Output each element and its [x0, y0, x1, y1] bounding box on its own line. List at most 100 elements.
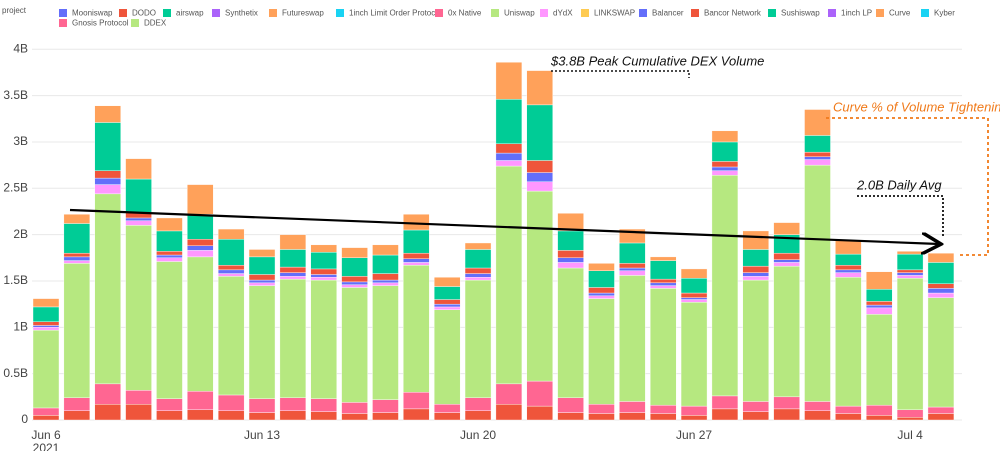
- bar-segment: [125, 225, 152, 391]
- legend-swatch[interactable]: [581, 9, 589, 17]
- legend-swatch[interactable]: [435, 9, 443, 17]
- bar-segment: [526, 70, 553, 106]
- legend-label[interactable]: LINKSWAP: [594, 9, 635, 18]
- bar-segment: [403, 258, 430, 263]
- bar-segment: [711, 166, 739, 171]
- legend-swatch[interactable]: [163, 9, 171, 17]
- bar-segment: [310, 277, 337, 281]
- bar-segment: [156, 410, 183, 421]
- bar-segment: [680, 299, 708, 303]
- legend-swatch[interactable]: [768, 9, 776, 17]
- bar-segment: [773, 222, 800, 235]
- legend-swatch[interactable]: [269, 9, 277, 17]
- bar-segment: [372, 279, 399, 284]
- legend-label[interactable]: Sushiswap: [781, 9, 820, 18]
- legend-label[interactable]: airswap: [176, 9, 204, 18]
- bar-segment: [63, 410, 91, 421]
- legend-swatch[interactable]: [119, 9, 127, 17]
- bar-segment: [217, 276, 245, 396]
- legend-label[interactable]: 1inch Limit Order Protocol: [349, 9, 442, 18]
- bar-segment: [896, 251, 924, 255]
- bar-segment: [526, 104, 553, 161]
- bar-segment: [526, 172, 553, 183]
- bar-segment: [495, 62, 523, 100]
- legend-label[interactable]: 1inch LP: [841, 9, 872, 18]
- legend-label[interactable]: Balancer: [652, 9, 684, 18]
- bar-segment: [341, 287, 368, 403]
- legend-swatch[interactable]: [59, 9, 67, 17]
- legend-label[interactable]: Mooniswap: [72, 9, 113, 18]
- bar-segment: [310, 244, 337, 253]
- legend-swatch[interactable]: [691, 9, 699, 17]
- bar-segment: [619, 270, 646, 276]
- bar-segment: [927, 413, 955, 421]
- legend-label[interactable]: Curve: [889, 9, 911, 18]
- bar-segment: [125, 158, 152, 180]
- legend-label[interactable]: DODO: [132, 9, 156, 18]
- legend-swatch[interactable]: [212, 9, 220, 17]
- bar-segment: [495, 383, 523, 405]
- bar-segment: [217, 269, 245, 274]
- bar-segment: [588, 298, 615, 405]
- bar-segment: [217, 239, 245, 266]
- bar-segment: [279, 410, 307, 421]
- bar-segment: [619, 263, 646, 269]
- bar-segment: [248, 256, 276, 275]
- legend-label[interactable]: 0x Native: [448, 9, 482, 18]
- legend-label[interactable]: Synthetix: [225, 9, 258, 18]
- x-tick-label: Jun 27: [676, 428, 712, 442]
- bar-segment: [804, 410, 831, 421]
- bar-segment: [588, 292, 615, 297]
- bar-segment: [866, 271, 893, 290]
- bar-segment: [619, 267, 646, 271]
- bar-segment: [711, 161, 739, 168]
- bar-segment: [248, 249, 276, 258]
- bar-segment: [279, 278, 307, 398]
- legend-swatch[interactable]: [491, 9, 499, 17]
- bar-segment: [156, 261, 183, 399]
- legend-swatch[interactable]: [131, 19, 139, 27]
- legend-swatch[interactable]: [921, 9, 929, 17]
- bar-segment: [588, 270, 615, 288]
- legend-label[interactable]: Gnosis Protocol: [72, 19, 129, 28]
- y-tick-label: 2.5B: [3, 180, 28, 194]
- bar-segment: [896, 275, 924, 279]
- legend-swatch[interactable]: [828, 9, 836, 17]
- bar-segment: [433, 412, 461, 421]
- bar-segment: [156, 217, 183, 232]
- bar-segment: [835, 253, 862, 266]
- bar-segment: [742, 411, 769, 421]
- legend-swatch[interactable]: [540, 9, 548, 17]
- bar-segment: [248, 282, 276, 286]
- avg-leader: [857, 195, 944, 236]
- bar-segment: [279, 234, 307, 250]
- bar-segment: [711, 170, 739, 176]
- bar-segment: [680, 302, 708, 407]
- bar-segment: [156, 230, 183, 252]
- bar-segment: [804, 135, 831, 153]
- legend-label[interactable]: Futureswap: [282, 9, 324, 18]
- bar-segment: [372, 244, 399, 256]
- bar-segment: [310, 252, 337, 270]
- legend-swatch[interactable]: [336, 9, 344, 17]
- legend-swatch[interactable]: [639, 9, 647, 17]
- bar-segment: [372, 285, 399, 400]
- bar-segment: [279, 276, 307, 280]
- x-axis: Jun 6 Jun 13 Jun 20 Jun 27 Jul 4 2021: [31, 428, 923, 451]
- legend-label[interactable]: Bancor Network: [704, 9, 762, 18]
- legend-swatch[interactable]: [59, 19, 67, 27]
- bar-segment: [372, 282, 399, 286]
- legend-label[interactable]: DDEX: [144, 19, 167, 28]
- bar-segment: [742, 249, 769, 267]
- legend-label[interactable]: Kyber: [934, 9, 955, 18]
- peak-leader: [551, 70, 690, 78]
- bar-segment: [433, 309, 461, 405]
- legend-label[interactable]: Uniswap: [504, 9, 535, 18]
- legend-label[interactable]: dYdX: [553, 9, 573, 18]
- bar-segment: [403, 408, 430, 421]
- bar-segment: [94, 383, 121, 405]
- legend-swatch[interactable]: [876, 9, 884, 17]
- bar-segment: [217, 273, 245, 277]
- bar-segment: [63, 260, 91, 264]
- bar-segment: [156, 251, 183, 256]
